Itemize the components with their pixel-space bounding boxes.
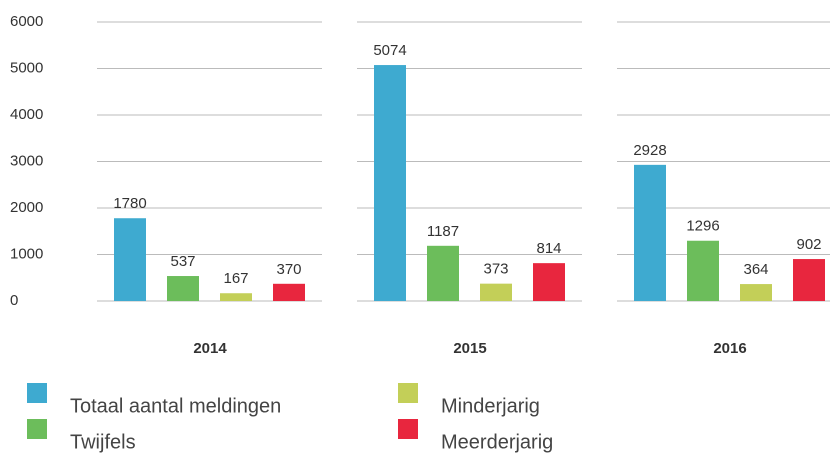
legend-swatch bbox=[398, 383, 418, 403]
legend-swatch bbox=[27, 419, 47, 439]
bar bbox=[273, 283, 305, 301]
data-label: 1187 bbox=[427, 223, 459, 240]
y-tick-label: 4000 bbox=[10, 106, 43, 123]
y-tick-label: 1000 bbox=[10, 245, 43, 262]
data-label: 1780 bbox=[113, 195, 146, 212]
legend-label: Meerderjarig bbox=[441, 431, 553, 453]
bar bbox=[793, 259, 825, 301]
legend-swatch bbox=[398, 419, 418, 439]
data-label: 364 bbox=[743, 261, 768, 278]
legend-swatch bbox=[27, 383, 47, 403]
data-label: 370 bbox=[276, 261, 301, 278]
bar bbox=[533, 263, 565, 301]
bar bbox=[220, 293, 252, 301]
bar bbox=[687, 240, 719, 301]
data-label: 2928 bbox=[633, 142, 666, 159]
bar bbox=[114, 218, 146, 301]
x-tick-label: 2016 bbox=[713, 340, 746, 357]
x-tick-label: 2015 bbox=[453, 340, 486, 357]
data-label: 373 bbox=[483, 261, 508, 278]
data-label: 902 bbox=[796, 236, 821, 253]
y-tick-label: 3000 bbox=[10, 152, 43, 169]
legend-label: Totaal aantal meldingen bbox=[70, 395, 281, 417]
legend-label: Twijfels bbox=[70, 431, 136, 453]
bar bbox=[167, 276, 199, 301]
y-tick-label: 0 bbox=[10, 292, 18, 309]
bar bbox=[480, 283, 512, 301]
data-label: 537 bbox=[170, 253, 195, 270]
bar bbox=[374, 65, 406, 302]
bar bbox=[740, 284, 772, 301]
bar bbox=[634, 164, 666, 301]
bar bbox=[427, 245, 459, 301]
legend-label: Minderjarig bbox=[441, 395, 540, 417]
x-tick-label: 2014 bbox=[193, 340, 227, 357]
data-label: 1296 bbox=[686, 218, 719, 235]
y-tick-label: 2000 bbox=[10, 199, 43, 216]
data-label: 167 bbox=[223, 270, 248, 287]
y-tick-label: 6000 bbox=[10, 13, 43, 30]
data-label: 5074 bbox=[373, 42, 406, 59]
data-label: 814 bbox=[536, 240, 561, 257]
y-tick-label: 5000 bbox=[10, 59, 43, 76]
